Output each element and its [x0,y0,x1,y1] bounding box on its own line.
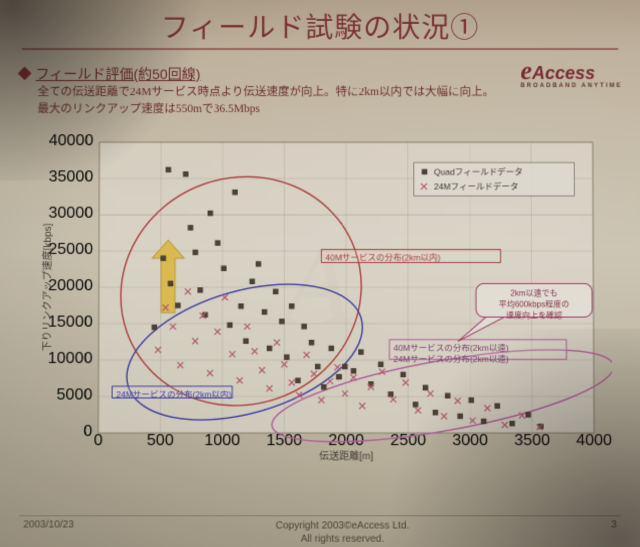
svg-text:25000: 25000 [48,241,93,258]
scatter-chart: 0500100015002000250030003500400005000100… [34,134,613,490]
section-bullet: ◆ フィールド評価(約50回線) [18,64,201,84]
svg-text:下りリンクアップ速度[kbps]: 下りリンクアップ速度[kbps] [40,223,54,351]
svg-text:24Mサービスの分布(2km以内): 24Mサービスの分布(2km以内) [116,389,232,399]
diamond-icon: ◆ [18,66,32,82]
eaccess-logo: eAccess BROADBAND ANYTIME [520,56,622,89]
svg-text:伝送距離[m]: 伝送距離[m] [319,449,373,462]
slide-title: フィールド試験の状況① [161,13,480,44]
svg-text:10000: 10000 [48,350,93,367]
svg-text:1000: 1000 [204,432,240,449]
section-description: 全ての伝送距離で24Mサービス時点より伝送速度が向上。特に2km以内では大幅に向… [37,84,494,117]
footer-date: 2003/10/23 [23,519,74,545]
logo-e: e [520,56,532,85]
svg-text:40Mサービスの分布(2km以遠): 40Mサービスの分布(2km以遠) [393,343,508,353]
svg-text:40Mサービスの分布(2km以内): 40Mサービスの分布(2km以内) [325,253,440,263]
desc-line-1: 全ての伝送距離で24Mサービス時点より伝送速度が向上。特に2km以内では大幅に向… [38,84,495,101]
logo-tagline: BROADBAND ANYTIME [521,83,623,89]
svg-text:15000: 15000 [48,314,93,331]
svg-text:35000: 35000 [49,168,94,185]
footer-copyright: Copyright 2003©eAccess Ltd. [276,520,410,531]
svg-text:平均600kbps程度の: 平均600kbps程度の [499,299,570,309]
svg-text:20000: 20000 [48,277,93,294]
presentation-slide: A フィールド試験の状況① eAccess BROADBAND ANYTIME … [0,0,640,547]
svg-text:2km以遠でも: 2km以遠でも [510,288,557,298]
svg-text:0: 0 [83,423,92,440]
svg-text:24Mサービスの分布(2km以遠): 24Mサービスの分布(2km以遠) [394,354,509,364]
svg-text:1500: 1500 [266,432,302,449]
svg-text:30000: 30000 [48,205,93,222]
logo-rest: Access [532,63,595,83]
section-label: フィールド評価(約50回線) [35,66,200,82]
svg-text:500: 500 [147,432,174,449]
svg-text:40000: 40000 [49,134,94,149]
chart-svg: 0500100015002000250030003500400005000100… [34,134,613,490]
slide-title-bar: フィールド試験の状況① [0,6,640,46]
svg-text:4000: 4000 [576,432,612,449]
svg-text:Quadフィールドデータ: Quadフィールドデータ [434,167,523,177]
footer-center: Copyright 2003©eAccess Ltd. All rights r… [74,519,611,545]
slide-footer: 2003/10/23 Copyright 2003©eAccess Ltd. A… [0,519,640,545]
footer-rights: All rights reserved. [301,534,385,545]
title-rule [22,48,619,50]
svg-text:速度向上を確認: 速度向上を確認 [506,310,562,320]
svg-text:5000: 5000 [57,386,93,403]
svg-text:24Mフィールドデータ: 24Mフィールドデータ [434,181,519,191]
desc-line-2: 最大のリンクアップ速度は550mで36.5Mbps [37,101,494,118]
svg-text:0: 0 [94,432,103,449]
footer-page: 3 [611,519,617,545]
svg-text:3500: 3500 [514,432,550,449]
svg-text:3000: 3000 [452,432,488,449]
